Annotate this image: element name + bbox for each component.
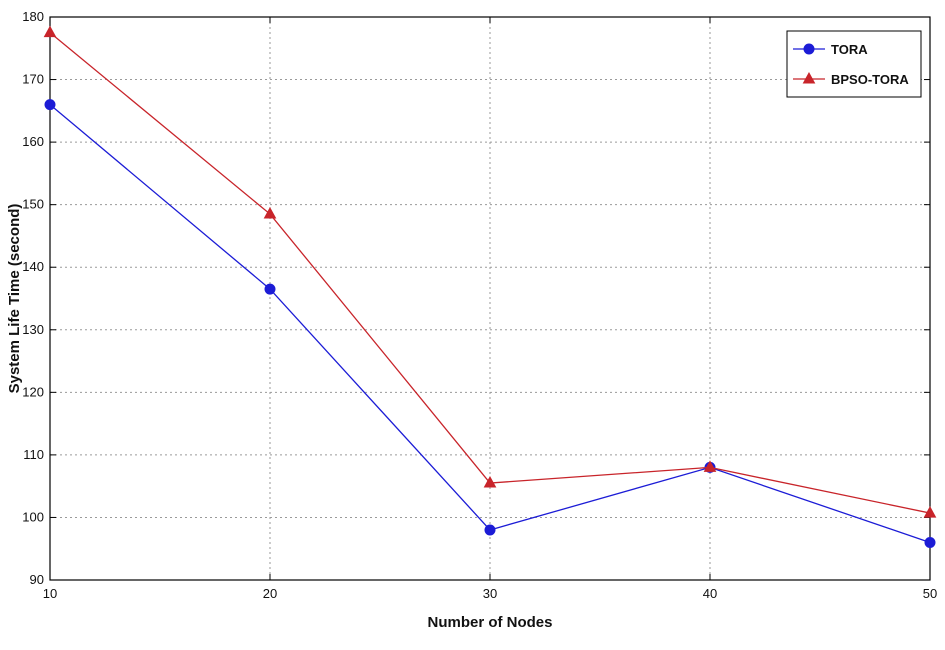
legend-label-bpso-tora: BPSO-TORA xyxy=(831,72,909,87)
data-point-tora xyxy=(484,524,496,536)
x-tick-label: 40 xyxy=(703,586,717,601)
data-point-bpso-tora xyxy=(43,25,57,38)
series-lines xyxy=(43,25,937,548)
data-point-bpso-tora xyxy=(923,506,937,518)
data-point-bpso-tora xyxy=(703,460,717,472)
y-tick-label: 150 xyxy=(22,197,44,212)
legend-marker-tora xyxy=(803,43,815,55)
y-tick-label: 90 xyxy=(30,572,44,587)
x-axis-label: Number of Nodes xyxy=(427,614,552,631)
grid-lines xyxy=(50,17,930,580)
y-tick-label: 120 xyxy=(22,384,44,399)
x-tick-label: 50 xyxy=(923,586,937,601)
data-point-tora xyxy=(264,283,276,295)
data-point-tora xyxy=(44,99,56,111)
x-tick-label: 10 xyxy=(43,586,57,601)
y-tick-label: 180 xyxy=(22,9,44,24)
x-tick-label: 20 xyxy=(263,586,277,601)
data-point-bpso-tora xyxy=(483,476,497,488)
y-tick-label: 160 xyxy=(22,134,44,149)
data-point-bpso-tora xyxy=(263,207,277,219)
x-tick-label: 30 xyxy=(483,586,497,601)
y-axis-label: System Life Time (second) xyxy=(6,204,23,394)
data-point-tora xyxy=(924,536,936,548)
y-tick-label: 140 xyxy=(22,259,44,274)
y-tick-label: 170 xyxy=(22,72,44,87)
legend-marker-bpso-tora xyxy=(802,71,816,84)
legend-label-tora: TORA xyxy=(831,42,868,57)
legend: TORA BPSO-TORA xyxy=(786,30,922,98)
y-tick-label: 130 xyxy=(22,322,44,337)
y-tick-label: 100 xyxy=(22,509,44,524)
y-tick-label: 110 xyxy=(23,447,44,462)
legend-box xyxy=(786,30,922,98)
axis-ticks: 90 100 110 120 130 140 150 160 170 180 10 20 30 40 50 xyxy=(22,9,937,601)
